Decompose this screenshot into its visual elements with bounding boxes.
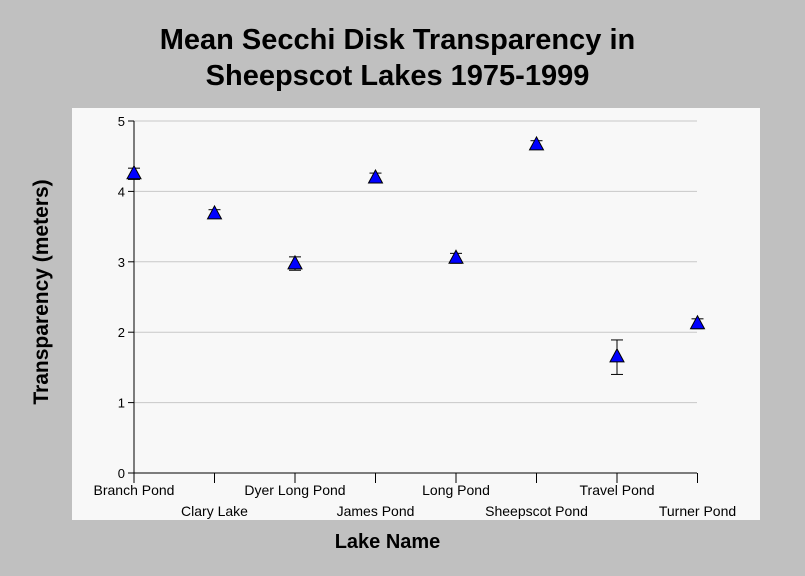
- y-tick-label: 3: [118, 255, 125, 270]
- chart-title: Mean Secchi Disk Transparency in Sheepsc…: [0, 22, 795, 94]
- x-tick-label: Long Pond: [422, 482, 490, 498]
- chart-title-line-2: Sheepscot Lakes 1975-1999: [205, 60, 590, 92]
- data-point-triangle: [206, 204, 223, 220]
- y-tick-label: 4: [118, 184, 125, 199]
- data-point-triangle: [689, 314, 706, 330]
- y-tick-label: 0: [118, 466, 125, 481]
- x-tick-label: Dyer Long Pond: [244, 482, 345, 498]
- x-tick-label: Branch Pond: [94, 482, 175, 498]
- data-point-triangle: [609, 347, 625, 363]
- x-axis-label: Lake Name: [334, 531, 441, 553]
- y-tick-label: 1: [118, 396, 125, 411]
- data-point-triangle: [126, 164, 142, 180]
- data-point-triangle: [287, 254, 303, 270]
- x-tick-label: Travel Pond: [580, 482, 655, 498]
- y-tick-label: 2: [118, 325, 125, 340]
- y-tick-label: 5: [118, 114, 125, 129]
- x-tick-label: Sheepscot Pond: [485, 503, 588, 519]
- x-tick-label: Clary Lake: [181, 503, 248, 519]
- chart-title-line-1: Mean Secchi Disk Transparency in: [159, 24, 636, 56]
- x-tick-label: Turner Pond: [659, 503, 736, 519]
- data-point-triangle: [367, 168, 384, 184]
- data-point-triangle: [448, 249, 464, 264]
- plot-panel: [72, 108, 760, 520]
- x-tick-label: James Pond: [337, 503, 415, 519]
- data-point-triangle: [528, 135, 545, 151]
